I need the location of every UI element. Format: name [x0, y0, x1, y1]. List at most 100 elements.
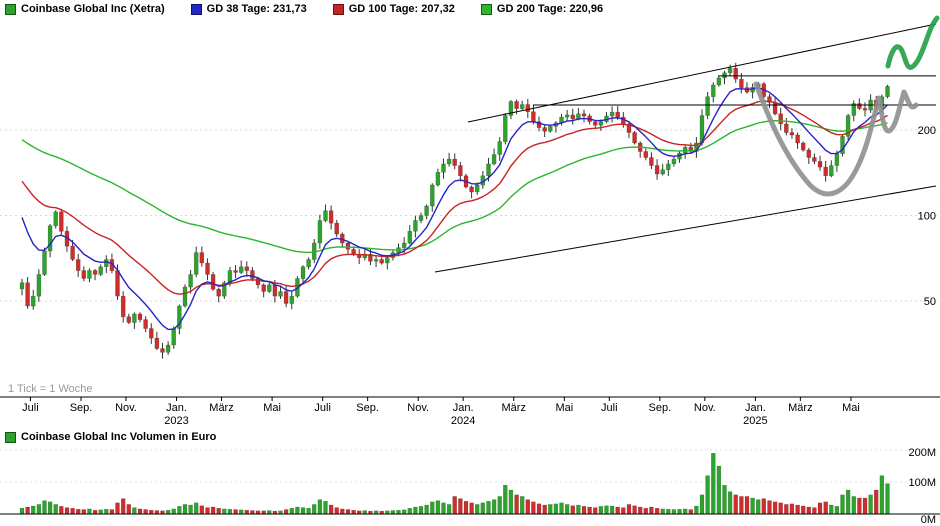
candle-body	[784, 123, 789, 133]
volume-bar	[430, 501, 435, 515]
month-label: Mai	[263, 402, 281, 414]
candle-body	[817, 161, 823, 168]
candle-body	[851, 103, 857, 116]
volume-axis-label: 200M	[908, 448, 936, 459]
candle-body	[716, 77, 722, 86]
volume-bar	[306, 508, 311, 515]
volume-bar	[458, 498, 463, 515]
volume-bar	[553, 503, 559, 515]
candle-body	[548, 126, 553, 132]
month-label: März	[209, 402, 233, 414]
candle-body	[441, 163, 446, 173]
volume-bar	[531, 501, 536, 515]
volume-bar	[31, 505, 36, 515]
candle-body	[733, 67, 738, 80]
candle-body	[514, 101, 519, 109]
volume-bar	[851, 496, 856, 515]
volume-legend-label: Coinbase Global Inc Volumen in Euro	[21, 431, 217, 443]
price-legend: Coinbase Global Inc (Xetra) GD 38 Tage: …	[5, 3, 603, 15]
volume-bar	[626, 504, 632, 515]
candle-body	[42, 250, 47, 275]
volume-bar	[666, 509, 671, 515]
volume-bar	[267, 510, 272, 515]
volume-bar	[193, 502, 199, 515]
volume-bar	[59, 506, 64, 515]
candle-body	[857, 103, 862, 109]
candle-body	[592, 121, 598, 126]
volume-bar	[143, 509, 148, 515]
volume-bar	[621, 507, 626, 515]
volume-bar	[694, 505, 699, 515]
candle-body	[165, 344, 171, 353]
volume-bar	[789, 503, 795, 515]
volume-bar	[47, 501, 53, 515]
volume-bar	[182, 504, 188, 515]
volume-bar	[402, 509, 407, 515]
candle-body	[508, 101, 514, 116]
volume-bar	[834, 506, 840, 515]
volume-bar	[132, 507, 137, 515]
candle-body	[47, 225, 53, 252]
candle-body	[53, 211, 58, 227]
year-label: 2024	[451, 415, 475, 427]
volume-bar	[418, 506, 424, 515]
candle-body	[789, 132, 795, 136]
price-axis-label: 100	[918, 211, 936, 223]
trend-channel-line	[434, 185, 937, 273]
candle-body	[519, 104, 525, 109]
candle-body	[317, 220, 323, 244]
volume-bar	[840, 494, 845, 515]
month-label: Nov.	[694, 402, 716, 414]
volume-bar	[362, 510, 367, 515]
volume-bar	[345, 509, 351, 515]
volume-legend: Coinbase Global Inc Volumen in Euro	[5, 431, 216, 443]
candle-body	[222, 282, 227, 297]
candle-body	[244, 266, 250, 271]
volume-bar	[643, 508, 648, 515]
volume-bar	[407, 508, 412, 515]
candle-body	[570, 114, 576, 120]
volume-bar	[480, 502, 485, 515]
volume-bar	[238, 509, 244, 515]
volume-bar	[564, 504, 570, 515]
candle-body	[452, 158, 457, 166]
candle-body	[615, 111, 620, 118]
volume-bar	[413, 506, 418, 515]
volume-bar	[576, 504, 581, 515]
candle-body	[87, 270, 92, 279]
month-label: Jan.	[166, 402, 187, 414]
candle-body	[233, 270, 238, 273]
candle-body	[323, 210, 328, 221]
volume-bar	[295, 506, 300, 515]
candle-body	[104, 259, 109, 268]
volume-bar	[19, 508, 25, 515]
volume-bar	[772, 501, 778, 515]
month-label: Juli	[22, 402, 39, 414]
volume-bar	[857, 497, 862, 515]
candle-body	[654, 165, 660, 175]
candle-body	[267, 284, 272, 292]
volume-bar	[216, 508, 221, 515]
candle-body	[688, 146, 694, 152]
volume-bar	[497, 496, 502, 515]
month-label: Juli	[314, 402, 331, 414]
candle-body	[216, 288, 221, 297]
month-label: Nov.	[115, 402, 137, 414]
volume-bar	[761, 498, 766, 515]
candle-body	[649, 157, 654, 166]
candle-body	[300, 266, 306, 279]
candle-body	[92, 270, 98, 275]
month-label: Sep.	[649, 402, 672, 414]
volume-bar	[115, 502, 120, 515]
candle-body	[261, 284, 266, 292]
volume-bar	[885, 483, 890, 515]
candle-body	[711, 84, 716, 97]
candle-body	[36, 274, 42, 297]
volume-bar	[351, 510, 356, 515]
candle-body	[283, 291, 289, 304]
volume-bar	[525, 499, 530, 515]
volume-bar	[660, 508, 665, 515]
volume-bar	[671, 509, 677, 515]
candle-body	[806, 149, 812, 158]
volume-axis-label: 100M	[908, 477, 936, 489]
